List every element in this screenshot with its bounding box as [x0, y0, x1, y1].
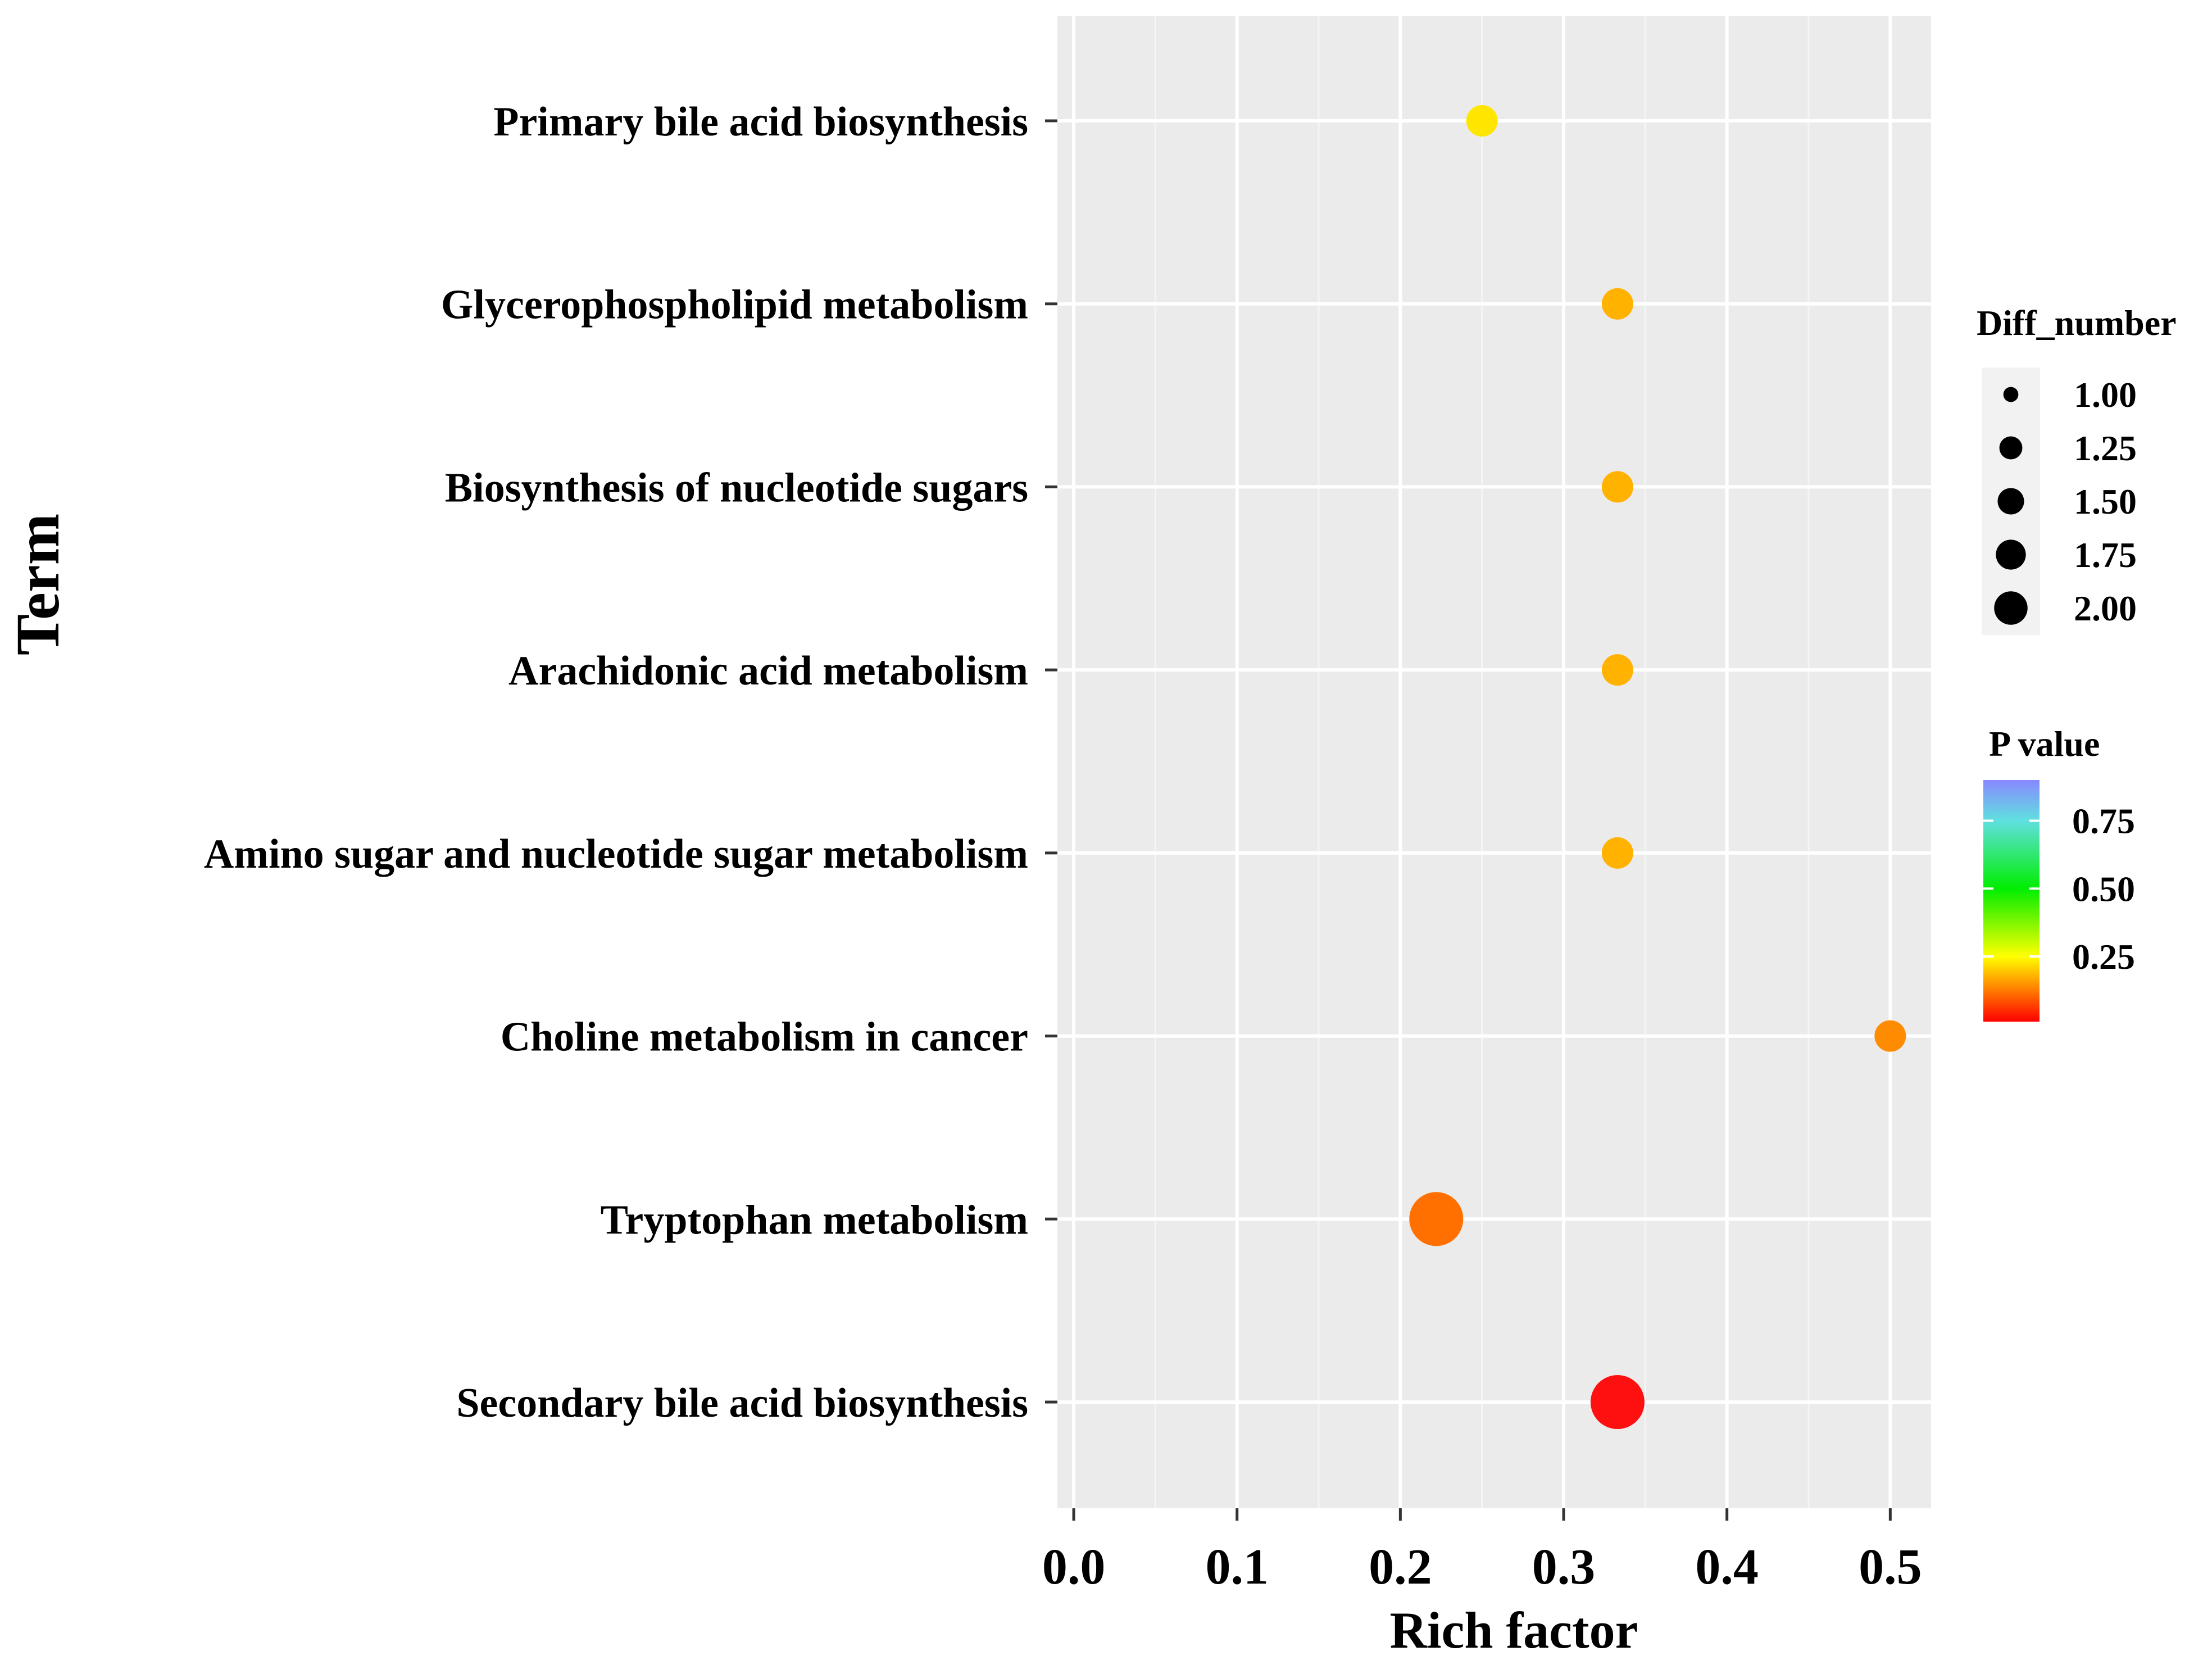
data-point	[1601, 288, 1633, 320]
size-legend-label: 2.00	[2074, 588, 2137, 628]
size-legend-title: Diff_number	[1977, 303, 2177, 343]
data-point	[1601, 837, 1633, 869]
size-legend: Diff_number 1.00 1.25 1.50 1.75 2.00	[1977, 303, 2177, 635]
x-tick-label: 0.5	[1859, 1539, 1922, 1595]
size-legend-label: 1.25	[2074, 428, 2137, 468]
colorbar-label: 0.50	[2072, 869, 2135, 909]
size-legend-label: 1.75	[2074, 535, 2137, 575]
data-point	[1590, 1375, 1645, 1429]
x-axis-title: Rich factor	[1390, 1602, 1638, 1659]
data-point	[1874, 1020, 1906, 1052]
p-value-colorbar	[1983, 780, 2040, 1022]
size-legend-dot	[2003, 387, 2019, 402]
plot-panel	[1057, 16, 1931, 1508]
data-point	[1601, 654, 1633, 686]
y-tick-label: Arachidonic acid metabolism	[508, 648, 1028, 694]
data-point	[1466, 105, 1498, 137]
y-tick-label: Choline metabolism in cancer	[501, 1014, 1028, 1060]
x-tick-label: 0.2	[1369, 1539, 1432, 1595]
y-tick-label: Tryptophan metabolism	[601, 1197, 1028, 1243]
x-axis: 0.0 0.1 0.2 0.3 0.4 0.5	[1042, 1508, 1922, 1595]
colorbar-label: 0.75	[2072, 801, 2135, 841]
y-tick-label: Glycerophospholipid metabolism	[441, 282, 1028, 328]
size-legend-label: 1.00	[2074, 375, 2137, 415]
x-tick-label: 0.4	[1695, 1539, 1759, 1595]
data-points	[1409, 105, 1906, 1429]
data-point	[1601, 471, 1633, 503]
colorbar-label: 0.25	[2072, 937, 2135, 977]
y-tick-label: Primary bile acid biosynthesis	[493, 99, 1028, 145]
x-tick-label: 0.0	[1042, 1539, 1106, 1595]
size-legend-dot	[1997, 488, 2024, 515]
color-legend-title: P value	[1989, 724, 2100, 764]
y-tick-label: Biosynthesis of nucleotide sugars	[445, 465, 1028, 511]
x-tick-label: 0.3	[1532, 1539, 1596, 1595]
y-tick-label: Amino sugar and nucleotide sugar metabol…	[204, 831, 1028, 877]
grid	[1057, 16, 1931, 1508]
size-legend-dot	[1999, 436, 2023, 460]
y-axis-title: Term	[3, 514, 72, 656]
size-legend-dot	[1994, 591, 2028, 625]
x-tick-label: 0.1	[1205, 1539, 1269, 1595]
y-tick-label: Secondary bile acid biosynthesis	[456, 1380, 1028, 1426]
size-legend-dot	[1996, 539, 2026, 570]
data-point	[1409, 1192, 1464, 1246]
size-legend-label: 1.50	[2074, 482, 2137, 521]
y-axis: Primary bile acid biosynthesis Glyceropho…	[204, 99, 1057, 1426]
color-legend: P value 0.75 0.50 0.25	[1983, 724, 2135, 1022]
